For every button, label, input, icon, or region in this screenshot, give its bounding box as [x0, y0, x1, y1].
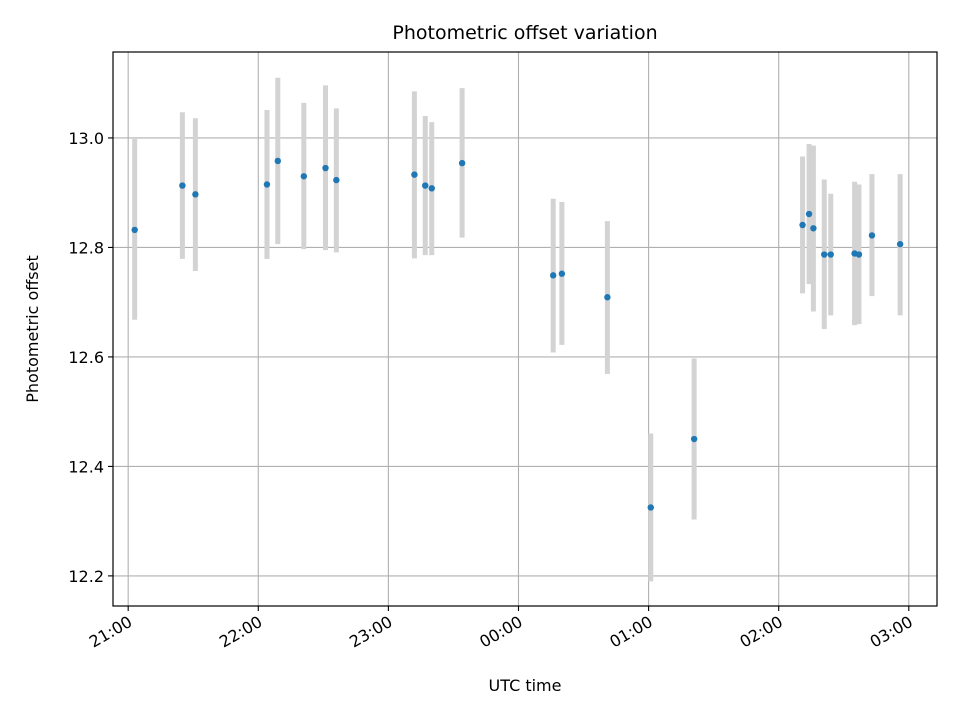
grid — [113, 52, 937, 606]
y-tick-label: 12.6 — [68, 348, 104, 367]
data-point — [428, 185, 435, 192]
data-point — [263, 181, 271, 188]
data-point — [422, 182, 429, 189]
data-point — [558, 270, 566, 277]
data-point — [549, 272, 557, 279]
y-axis-ticks: 12.2 12.4 12.6 12.8 13.0 — [68, 129, 113, 586]
x-axis-label: UTC time — [489, 676, 562, 695]
data-point — [868, 232, 876, 239]
data-points — [131, 157, 904, 511]
data-point — [458, 159, 466, 167]
y-tick-label: 12.2 — [68, 567, 104, 586]
data-point — [300, 173, 308, 180]
chart-title: Photometric offset variation — [392, 22, 657, 44]
data-point — [192, 191, 199, 198]
data-point — [333, 176, 340, 184]
plot-background — [113, 52, 937, 606]
data-point — [810, 225, 817, 232]
y-tick-label: 13.0 — [68, 129, 104, 148]
data-point — [131, 226, 138, 234]
data-point — [411, 171, 418, 178]
data-point — [827, 251, 834, 258]
data-point — [647, 504, 654, 511]
data-point — [322, 164, 329, 172]
data-point — [805, 210, 813, 218]
data-point — [179, 182, 186, 189]
data-point — [855, 251, 863, 258]
data-point — [690, 435, 698, 443]
y-tick-label: 12.4 — [68, 457, 104, 476]
y-tick-label: 12.8 — [68, 238, 104, 257]
data-point — [604, 294, 611, 301]
data-point — [896, 240, 904, 248]
data-point — [274, 157, 281, 165]
data-point — [799, 221, 806, 229]
y-axis-label: Photometric offset — [23, 255, 42, 403]
data-point — [821, 251, 828, 258]
plot-frame — [112, 51, 938, 607]
